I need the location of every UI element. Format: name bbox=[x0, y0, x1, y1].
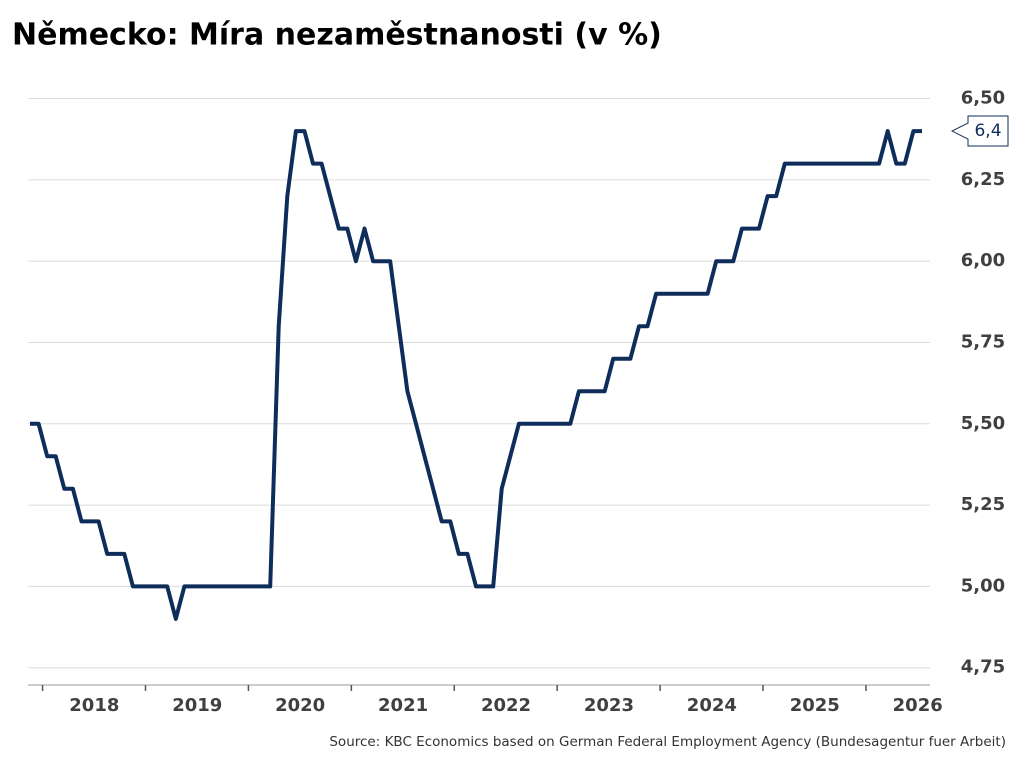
x-tick-label: 2024 bbox=[687, 695, 737, 716]
y-tick-label: 6,25 bbox=[961, 169, 1005, 190]
x-tick-label: 2025 bbox=[790, 695, 840, 716]
source: Source: KBC Economics based on German Fe… bbox=[329, 734, 1006, 750]
x-tick-label: 2026 bbox=[893, 695, 943, 716]
x-tick-label: 2019 bbox=[172, 695, 222, 716]
y-tick-label: 6,00 bbox=[961, 250, 1005, 271]
x-tick-label: 2018 bbox=[69, 695, 119, 716]
chart-title: Německo: Míra nezaměstnanosti (v %) bbox=[12, 18, 662, 53]
x-tick-label: 2021 bbox=[378, 695, 428, 716]
callout-box bbox=[950, 115, 1009, 147]
y-tick-label: 6,50 bbox=[961, 88, 1005, 109]
x-tick-label: 2020 bbox=[275, 695, 325, 716]
y-tick-label: 5,75 bbox=[961, 331, 1005, 352]
y-tick-label: 5,50 bbox=[961, 413, 1005, 434]
line bbox=[30, 129, 922, 621]
y-tick-label: 5,25 bbox=[961, 494, 1005, 515]
y-tick-label: 5,00 bbox=[961, 575, 1005, 596]
x-tick-label: 2022 bbox=[481, 695, 531, 716]
x-tick-label: 2023 bbox=[584, 695, 634, 716]
y-tick-label: 4,75 bbox=[961, 657, 1005, 678]
value-label: 6,4 bbox=[974, 121, 1001, 141]
